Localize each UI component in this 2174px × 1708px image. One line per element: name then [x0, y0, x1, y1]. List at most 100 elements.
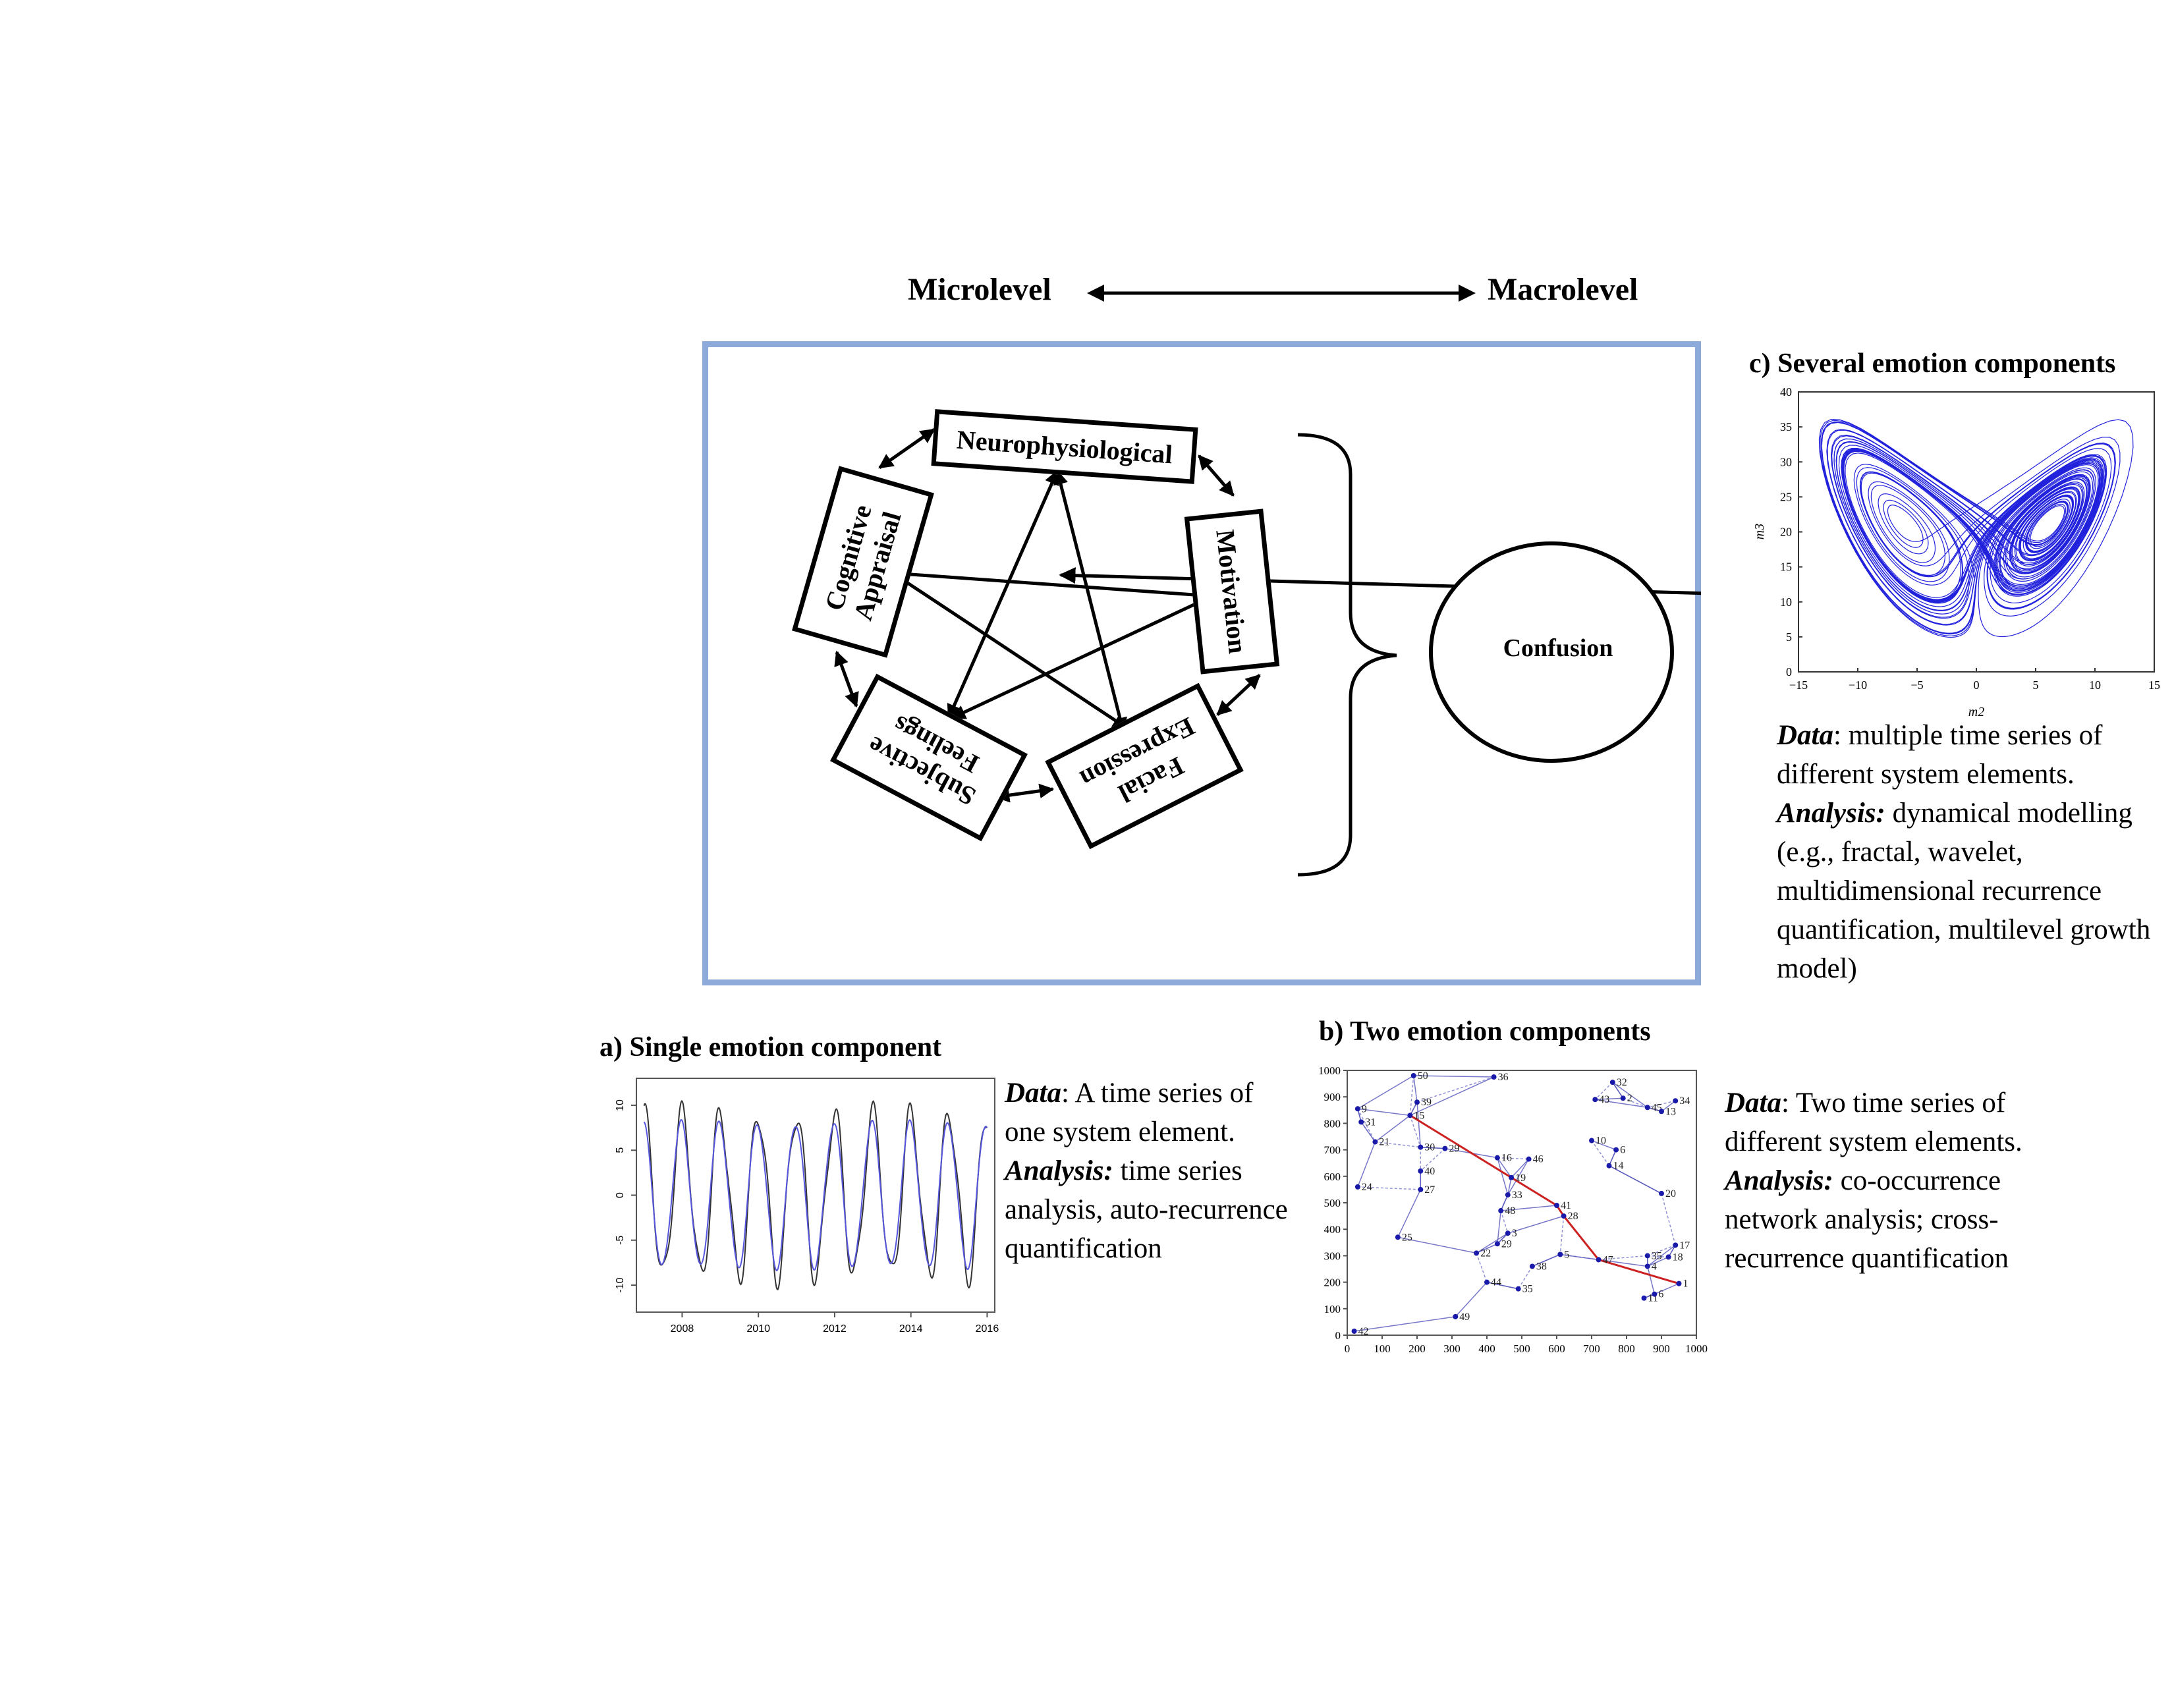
panel-b-edge [1397, 1236, 1477, 1254]
panel-b-node [1659, 1190, 1664, 1196]
panel-b-edge [1497, 1157, 1509, 1196]
panel-b-edge [1409, 1115, 1422, 1147]
panel-c-plot-area [1798, 391, 2155, 673]
panel-b-edge [1410, 1076, 1494, 1116]
panel-c-ytick-label: 10 [1780, 595, 1792, 609]
panel-b-node [1505, 1230, 1511, 1236]
panel-b-node [1418, 1186, 1424, 1192]
panel-b-node [1484, 1279, 1490, 1285]
panel-b-node [1354, 1184, 1360, 1190]
panel-a-data-text: : A time series of one system element. [1005, 1078, 1254, 1147]
panel-b-node [1453, 1313, 1459, 1319]
panel-b-edge [1420, 1148, 1445, 1172]
panel-b-xtick-label: 500 [1513, 1342, 1530, 1355]
panel-b-edge [1360, 1121, 1376, 1142]
panel-c-ylabel: m3 [1752, 524, 1767, 539]
link-neuro-subjective [947, 469, 1059, 720]
panel-b-edge [1476, 1232, 1509, 1254]
panel-b-node-label: 33 [1512, 1190, 1522, 1201]
panel-b-node [1644, 1105, 1650, 1111]
panel-b-node [1592, 1097, 1598, 1103]
panel-b-edge [1412, 1075, 1418, 1103]
panel-b-edge [1413, 1075, 1494, 1078]
confusion-label: Confusion [1503, 634, 1613, 662]
panel-b-node [1351, 1328, 1357, 1334]
panel-b-edge [1647, 1244, 1676, 1267]
panel-b-edge [1507, 1159, 1530, 1196]
panel-c-ytick-label: 25 [1780, 490, 1792, 503]
panel-b-edge [1497, 1157, 1529, 1160]
panel-b-node-label: 9 [1362, 1103, 1367, 1115]
panel-a-title: a) Single emotion component [599, 1032, 942, 1062]
panel-a-xtick-label: 2010 [746, 1323, 770, 1335]
panel-b-xtick-label: 800 [1618, 1342, 1635, 1355]
panel-a-ytick-label: 0 [615, 1192, 626, 1198]
panel-b-node [1418, 1168, 1424, 1174]
panel-b-ytick-label: 800 [1324, 1117, 1341, 1130]
panel-b-node-label: 30 [1424, 1142, 1435, 1153]
panel-b-node [1494, 1241, 1500, 1247]
panel-b-edge [1507, 1177, 1512, 1196]
panel-b-edge [1654, 1282, 1679, 1295]
panel-a-analysis-text: time series analysis, auto-recurrence qu… [1005, 1155, 1288, 1264]
motivation-box: Motivation [1184, 509, 1280, 675]
panel-c-xtick-label: −5 [1910, 678, 1923, 692]
panel-b-edge [1486, 1281, 1519, 1290]
panel-b-edge [1647, 1266, 1656, 1294]
panel-b-edge [1357, 1186, 1421, 1190]
panel-b-node-label: 18 [1673, 1252, 1683, 1263]
panel-b-xtick-label: 0 [1345, 1342, 1351, 1355]
panel-b-ytick-label: 400 [1324, 1223, 1341, 1236]
panel-b-node [1358, 1119, 1364, 1125]
panel-b-edge [1357, 1075, 1414, 1109]
panel-c-attractor-path [1818, 418, 2134, 638]
panel-c-data-text: : multiple time series of different syst… [1777, 720, 2103, 790]
panel-b-node [1596, 1257, 1602, 1263]
panel-b-node [1644, 1263, 1650, 1269]
panel-b-edge [1559, 1216, 1565, 1255]
panel-b-node-label: 48 [1505, 1205, 1515, 1217]
panel-b-node-label: 42 [1358, 1326, 1369, 1337]
neurophysiological-label: Neurophysiological [955, 424, 1174, 469]
panel-b-node-label: 21 [1379, 1137, 1389, 1148]
macrolevel-label: Macrolevel [1488, 272, 1638, 307]
panel-b-node [1498, 1208, 1504, 1214]
panel-b-node [1414, 1099, 1420, 1105]
panel-b-node-label: 41 [1561, 1200, 1571, 1211]
panel-b-node [1652, 1291, 1658, 1297]
panel-b-edge [1374, 1115, 1410, 1143]
panel-a-xtick-label: 2014 [899, 1323, 923, 1335]
panel-a-xtick-label: 2008 [671, 1323, 694, 1335]
panel-b-node [1442, 1145, 1448, 1151]
panel-b-node [1589, 1138, 1594, 1143]
panel-b-node [1529, 1263, 1535, 1269]
panel-c-ytick-label: 5 [1786, 630, 1792, 644]
panel-a-description: Data: A time series of one system elemen… [1005, 1074, 1301, 1268]
panel-c-ytick-label: 0 [1786, 665, 1792, 678]
panel-b-node-label: 38 [1536, 1261, 1547, 1272]
panel-b-node-label: 16 [1501, 1153, 1512, 1164]
panel-b-node-label: 10 [1596, 1136, 1606, 1147]
panel-b-node-label: 13 [1665, 1106, 1676, 1117]
panel-b-ytick-label: 500 [1324, 1197, 1341, 1209]
panel-c-ytick-label: 40 [1780, 385, 1792, 399]
panel-b-edge [1497, 1210, 1501, 1244]
panel-b-node-label: 28 [1568, 1211, 1578, 1222]
panel-b-node-label: 24 [1362, 1182, 1372, 1193]
panel-b-node [1354, 1106, 1360, 1112]
link-motivation-subjective [950, 594, 1214, 720]
panel-b-node [1620, 1095, 1626, 1101]
panel-b-plot-area [1347, 1070, 1697, 1336]
panel-b-node [1474, 1250, 1480, 1256]
panel-a-plot-area [636, 1078, 995, 1313]
panel-b-node [1418, 1144, 1424, 1150]
panel-b-node-label: 36 [1498, 1072, 1509, 1083]
panel-b-node-label: 5 [1564, 1249, 1569, 1260]
panel-c-analysis-label: Analysis: [1777, 798, 1885, 829]
panel-b-node-label: 22 [1480, 1248, 1491, 1259]
panel-b-node [1613, 1147, 1619, 1153]
link-cognitive-motivation [891, 566, 1214, 603]
panel-b-ytick-label: 600 [1324, 1171, 1341, 1183]
panel-a-analysis-label: Analysis: [1005, 1155, 1113, 1186]
